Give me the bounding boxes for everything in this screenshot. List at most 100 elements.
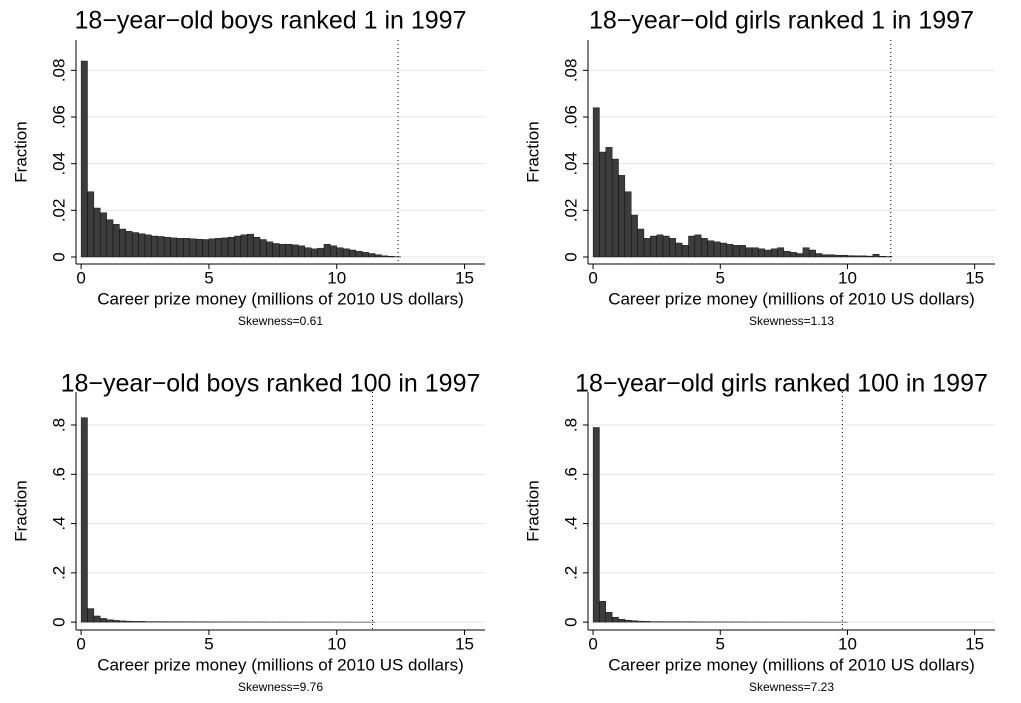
bar <box>650 235 657 258</box>
bar <box>643 238 651 258</box>
x-axis-label: Career prize money (millions of 2010 US … <box>97 289 464 308</box>
bar <box>592 107 600 258</box>
x-axis-label: Career prize money (millions of 2010 US … <box>608 289 975 308</box>
bar <box>847 255 855 258</box>
annotation: Skewness=9.76 <box>238 680 323 694</box>
y-tick-label: .02 <box>561 199 580 223</box>
bar <box>599 151 607 258</box>
y-tick-label: .8 <box>49 418 68 432</box>
bar <box>112 224 120 258</box>
bar <box>119 620 127 623</box>
bar <box>215 238 222 258</box>
bar <box>700 238 708 258</box>
y-tick-label: 0 <box>49 617 68 626</box>
annotation: Skewness=0.61 <box>238 314 323 328</box>
bar <box>317 247 325 258</box>
bar <box>234 235 242 258</box>
bar <box>631 620 638 623</box>
bar <box>859 255 867 258</box>
bar <box>656 234 664 258</box>
y-tick-label: .4 <box>49 516 68 530</box>
bar <box>93 615 101 623</box>
y-tick-label: .2 <box>561 566 580 580</box>
bar <box>605 147 613 258</box>
bar <box>368 253 376 258</box>
x-tick-label: 5 <box>716 268 725 287</box>
bar <box>713 241 721 258</box>
bar <box>132 232 139 258</box>
y-tick-label: 0 <box>561 617 580 626</box>
bar <box>291 244 299 258</box>
bar <box>157 236 165 258</box>
y-axis-label: Fraction <box>11 480 30 541</box>
bar <box>821 254 829 258</box>
x-tick-label: 15 <box>965 268 984 287</box>
bar <box>669 238 676 258</box>
chart-title: 18−year−old boys ranked 1 in 1997 <box>75 7 467 35</box>
bar <box>777 247 785 258</box>
bar <box>330 245 337 258</box>
bar <box>732 245 740 258</box>
x-tick-label: 5 <box>204 268 213 287</box>
bar <box>681 245 689 258</box>
bar <box>866 255 874 258</box>
bar <box>662 235 670 258</box>
x-tick-label: 5 <box>716 634 725 653</box>
y-tick-label: .08 <box>49 59 68 83</box>
bar <box>374 254 382 258</box>
x-tick-label: 10 <box>838 268 857 287</box>
y-tick-label: .2 <box>49 566 68 580</box>
bar <box>726 243 734 258</box>
bar <box>637 228 645 258</box>
bar <box>675 242 683 258</box>
bar <box>802 247 810 258</box>
bar <box>279 243 286 258</box>
bar <box>879 256 886 258</box>
bar <box>202 239 210 258</box>
y-tick-label: .08 <box>561 59 580 83</box>
bar <box>764 249 772 258</box>
x-tick-label: 5 <box>204 634 213 653</box>
bar <box>707 240 715 258</box>
bar <box>227 236 235 258</box>
bar <box>100 618 107 623</box>
bar <box>694 234 702 258</box>
bar <box>631 214 638 258</box>
bar <box>87 608 95 623</box>
bar <box>259 239 267 258</box>
y-tick-label: 0 <box>49 252 68 261</box>
x-tick-label: 15 <box>455 634 474 653</box>
y-axis-label: Fraction <box>523 480 542 541</box>
bar <box>739 245 746 258</box>
bar <box>138 233 146 258</box>
bar <box>163 236 171 258</box>
bar <box>176 238 184 258</box>
annotation: Skewness=7.23 <box>749 680 834 694</box>
bar <box>349 249 357 258</box>
chart-title: 18−year−old girls ranked 100 in 1997 <box>575 370 988 398</box>
bar <box>240 234 248 258</box>
bar <box>688 235 696 258</box>
bar <box>387 256 395 258</box>
bar <box>151 235 159 258</box>
bar <box>605 612 613 623</box>
x-axis-label: Career prize money (millions of 2010 US … <box>97 655 464 674</box>
bar <box>611 616 619 623</box>
bar <box>100 212 107 258</box>
bar <box>796 253 804 258</box>
bar <box>853 255 861 258</box>
annotation: Skewness=1.13 <box>749 314 834 328</box>
y-tick-label: .04 <box>49 152 68 176</box>
bar <box>266 241 274 258</box>
bar <box>618 618 626 623</box>
x-tick-label: 10 <box>327 268 346 287</box>
bar <box>247 233 254 258</box>
bar <box>592 427 600 623</box>
bar <box>624 619 632 623</box>
x-tick-label: 0 <box>588 268 597 287</box>
x-tick-label: 0 <box>76 268 85 287</box>
bar <box>189 238 197 258</box>
bar <box>611 158 619 258</box>
bar <box>144 234 152 258</box>
